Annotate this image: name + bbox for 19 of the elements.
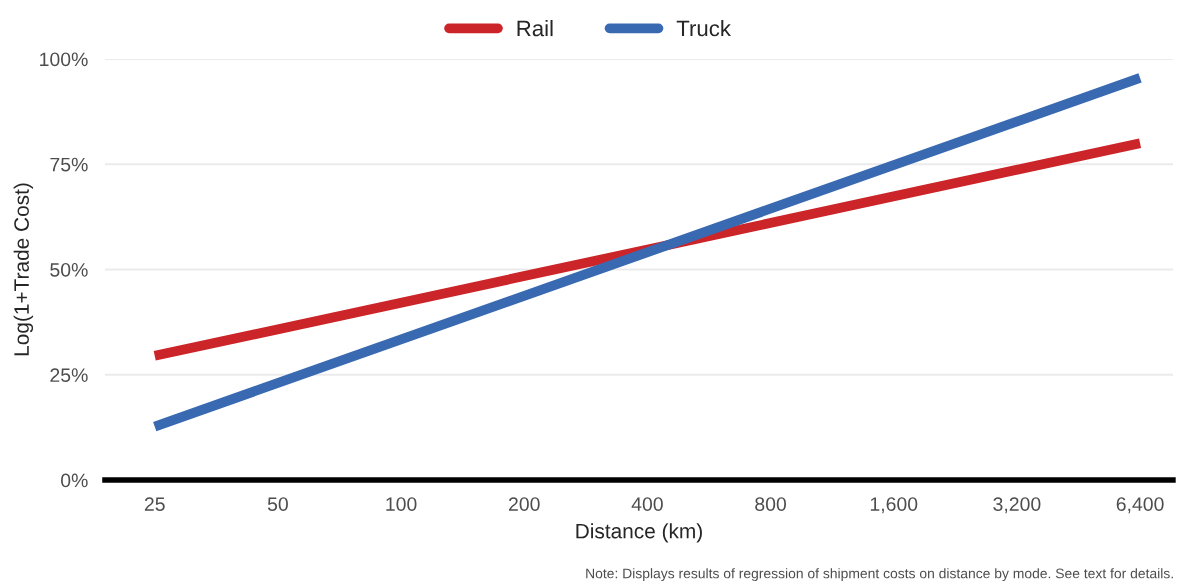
y-tick-label: 25% (50, 368, 88, 383)
x-tick-label: 1,600 (870, 497, 918, 514)
x-axis-title: Distance (km) (576, 523, 702, 543)
x-tick-label: 100 (386, 497, 417, 511)
x-tick-label: 200 (508, 497, 540, 511)
x-tick-label: 50 (267, 497, 288, 511)
x-tick-label: 800 (755, 497, 787, 511)
y-tick-label: 75% (50, 157, 88, 172)
x-tick-label: 400 (631, 497, 663, 511)
x-tick-label: 6,400 (1116, 497, 1164, 514)
text: Note: Displays results of regression of shipment costs on distance by mode. See text for details. (586, 568, 1173, 582)
legend-label: Truck (676, 20, 731, 37)
legend-label: Rail (517, 20, 553, 37)
y-tick-label: 50% (50, 262, 88, 277)
x-tick-label: 25 (144, 497, 165, 511)
x-tick-label: 3,200 (993, 497, 1041, 514)
y-tick-label: 100% (40, 52, 88, 67)
y-axis-title: Log(1+Trade Cost) (13, 183, 34, 356)
y-tick-label: 0% (61, 473, 88, 488)
